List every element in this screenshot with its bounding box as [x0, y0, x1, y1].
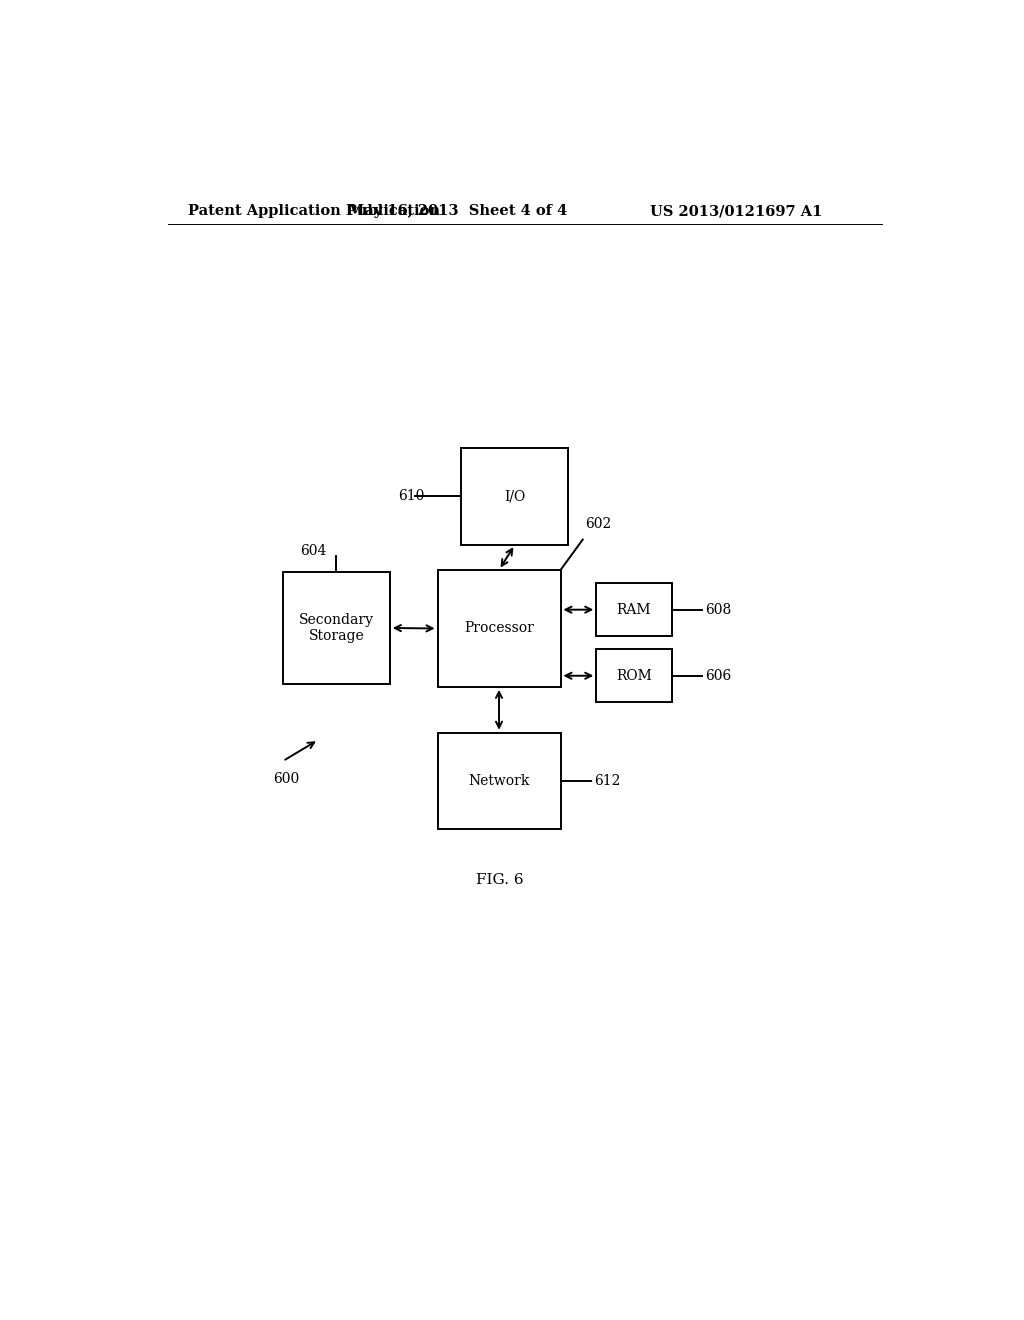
Text: Network: Network: [468, 774, 529, 788]
Text: ROM: ROM: [616, 669, 652, 682]
Bar: [437, 733, 560, 829]
Text: FIG. 6: FIG. 6: [475, 873, 523, 887]
Text: May 16, 2013  Sheet 4 of 4: May 16, 2013 Sheet 4 of 4: [348, 205, 567, 218]
Text: 602: 602: [585, 517, 611, 532]
Text: Patent Application Publication: Patent Application Publication: [187, 205, 439, 218]
Text: 606: 606: [705, 669, 731, 682]
Text: 612: 612: [594, 774, 621, 788]
Bar: [437, 570, 560, 686]
Bar: [596, 583, 672, 636]
Text: 610: 610: [397, 490, 424, 503]
Text: Processor: Processor: [464, 622, 534, 635]
Bar: [596, 649, 672, 702]
Text: RAM: RAM: [616, 603, 651, 616]
Text: 608: 608: [705, 603, 731, 616]
Bar: [283, 572, 390, 684]
Text: 600: 600: [273, 772, 299, 787]
Text: I/O: I/O: [504, 490, 525, 503]
Text: Secondary
Storage: Secondary Storage: [299, 612, 374, 643]
Text: US 2013/0121697 A1: US 2013/0121697 A1: [650, 205, 822, 218]
Text: 604: 604: [301, 544, 327, 558]
Bar: [461, 447, 568, 545]
